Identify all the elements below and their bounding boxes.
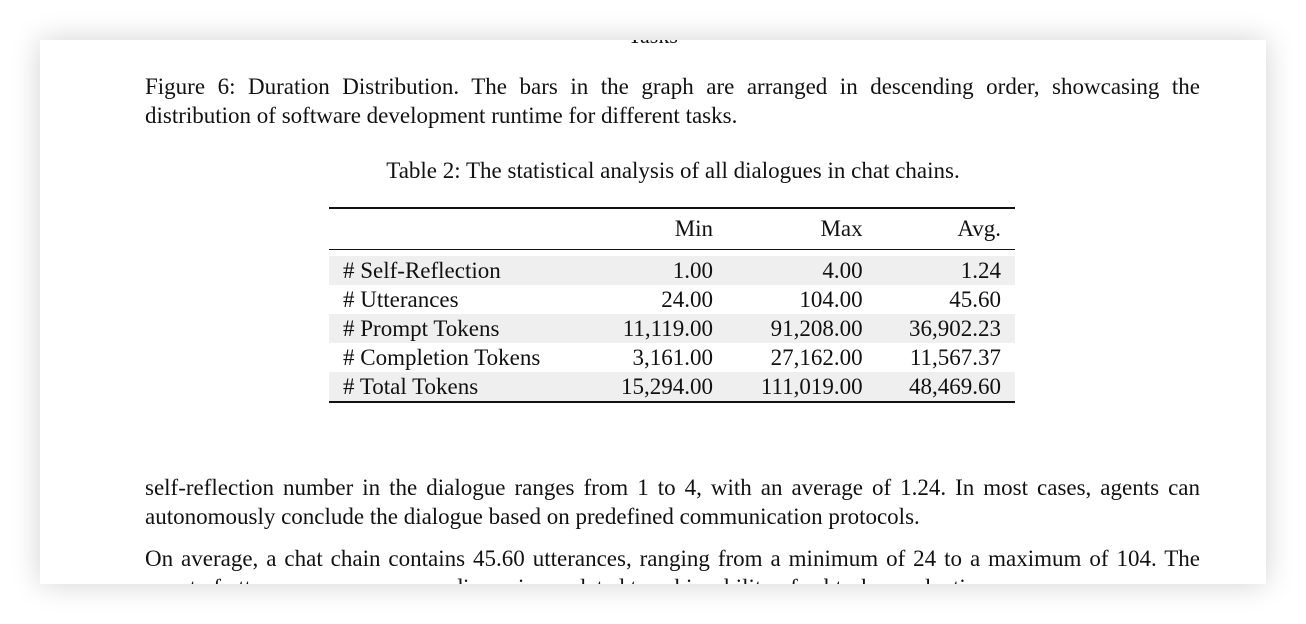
- body-paragraph: self-reflection number in the dialogue r…: [145, 475, 1200, 529]
- row-label: # Total Tokens: [329, 372, 589, 403]
- table-caption: Table 2: The statistical analysis of all…: [386, 158, 960, 183]
- row-label: # Self-Reflection: [329, 256, 589, 285]
- cell-min: 11,119.00: [588, 314, 728, 343]
- cell-avg: 48,469.60: [876, 372, 1015, 403]
- cell-max: 91,208.00: [727, 314, 877, 343]
- body-paragraph: On average, a chat chain contains 45.60 …: [145, 546, 1200, 584]
- row-label: # Prompt Tokens: [329, 314, 589, 343]
- cell-min: 1.00: [588, 256, 728, 285]
- cell-max: 111,019.00: [727, 372, 877, 403]
- paper-page: Tasks Figure 6: Duration Distribution. T…: [40, 40, 1266, 584]
- cell-min: 15,294.00: [588, 372, 728, 403]
- table-row: # Self-Reflection 1.00 4.00 1.24: [329, 256, 1015, 285]
- column-header-max: Max: [727, 208, 877, 250]
- cell-max: 4.00: [727, 256, 877, 285]
- cell-min: 3,161.00: [632, 345, 714, 370]
- table-row: # Completion Tokens 3,161.00 27,162.00 1…: [329, 343, 1015, 372]
- cell-avg: 45.60: [949, 287, 1001, 312]
- statistics-table: Min Max Avg. # Self-Reflection 1.00 4.00…: [329, 207, 1015, 403]
- table-row: # Prompt Tokens 11,119.00 91,208.00 36,9…: [329, 314, 1015, 343]
- figure-caption: Figure 6: Duration Distribution. The bar…: [145, 74, 1200, 128]
- cell-avg: 11,567.37: [909, 345, 1001, 370]
- cell-avg: 36,902.23: [876, 314, 1015, 343]
- table-header-row: Min Max Avg.: [329, 208, 1015, 250]
- cell-avg: 1.24: [876, 256, 1015, 285]
- cell-min: 24.00: [661, 287, 714, 312]
- table-row: # Utterances 24.00 104.00 45.60: [329, 285, 1015, 314]
- table-row: # Total Tokens 15,294.00 111,019.00 48,4…: [329, 372, 1015, 403]
- column-header-min: Min: [588, 208, 728, 250]
- cell-max: 27,162.00: [770, 345, 863, 370]
- column-header: [329, 208, 589, 250]
- row-label: # Utterances: [343, 287, 459, 312]
- cell-max: 104.00: [799, 287, 863, 312]
- cut-off-heading: Tasks: [40, 40, 1266, 49]
- column-header-avg: Avg.: [876, 208, 1015, 250]
- row-label: # Completion Tokens: [343, 345, 541, 370]
